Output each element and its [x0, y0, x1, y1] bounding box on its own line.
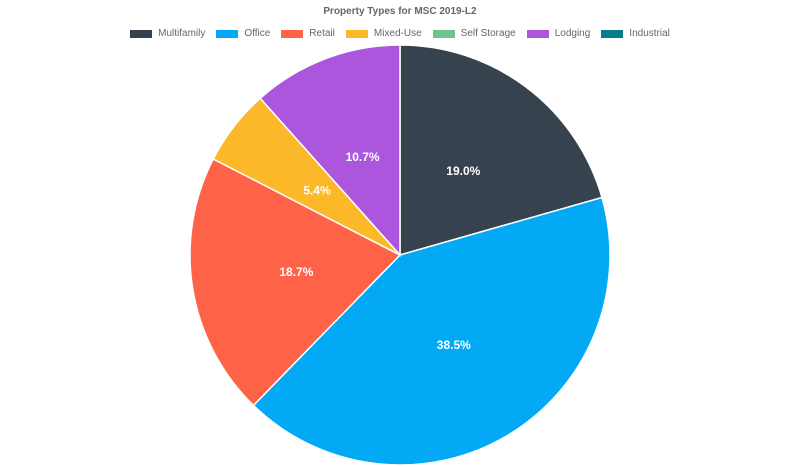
legend-label: Mixed-Use: [373, 28, 422, 39]
legend-item-mixed-use[interactable]: Mixed-Use: [345, 28, 422, 39]
pie-slice-retail[interactable]: [189, 157, 402, 407]
legend-item-multifamily[interactable]: Multifamily: [130, 28, 205, 39]
legend-item-lodging[interactable]: Lodging: [526, 28, 591, 39]
chart-title: Property Types for MSC 2019-L2: [323, 6, 477, 17]
legend-label: Self Storage: [460, 28, 516, 39]
legend-item-self-storage[interactable]: Self Storage: [432, 28, 516, 39]
legend-swatch: [281, 29, 304, 38]
legend-item-retail[interactable]: Retail: [281, 28, 335, 39]
legend-label: Industrial: [629, 28, 670, 39]
chart-legend: Multifamily Office Retail Mixed-Use Self…: [0, 28, 800, 39]
legend-swatch: [601, 29, 624, 38]
legend-label: Retail: [309, 28, 335, 39]
legend-item-office[interactable]: Office: [216, 28, 270, 39]
pie-slice-lodging[interactable]: [259, 44, 401, 257]
slice-label-mixed-use: 5.4%: [303, 184, 331, 198]
legend-swatch: [130, 29, 153, 38]
slice-label-office: 38.5%: [437, 338, 471, 352]
pie-slice-office[interactable]: [252, 196, 611, 466]
legend-swatch: [345, 29, 368, 38]
legend-swatch: [432, 29, 455, 38]
slice-label-retail: 18.7%: [279, 265, 313, 279]
legend-item-industrial[interactable]: Industrial: [601, 28, 670, 39]
legend-swatch: [526, 29, 549, 38]
slice-label-lodging: 10.7%: [346, 150, 380, 164]
legend-label: Multifamily: [158, 28, 206, 39]
legend-label: Office: [244, 28, 271, 39]
slice-label-multifamily: 19.0%: [446, 164, 480, 178]
pie-slice-multifamily[interactable]: [399, 44, 603, 256]
legend-label: Lodging: [554, 28, 591, 39]
legend-swatch: [216, 29, 239, 38]
